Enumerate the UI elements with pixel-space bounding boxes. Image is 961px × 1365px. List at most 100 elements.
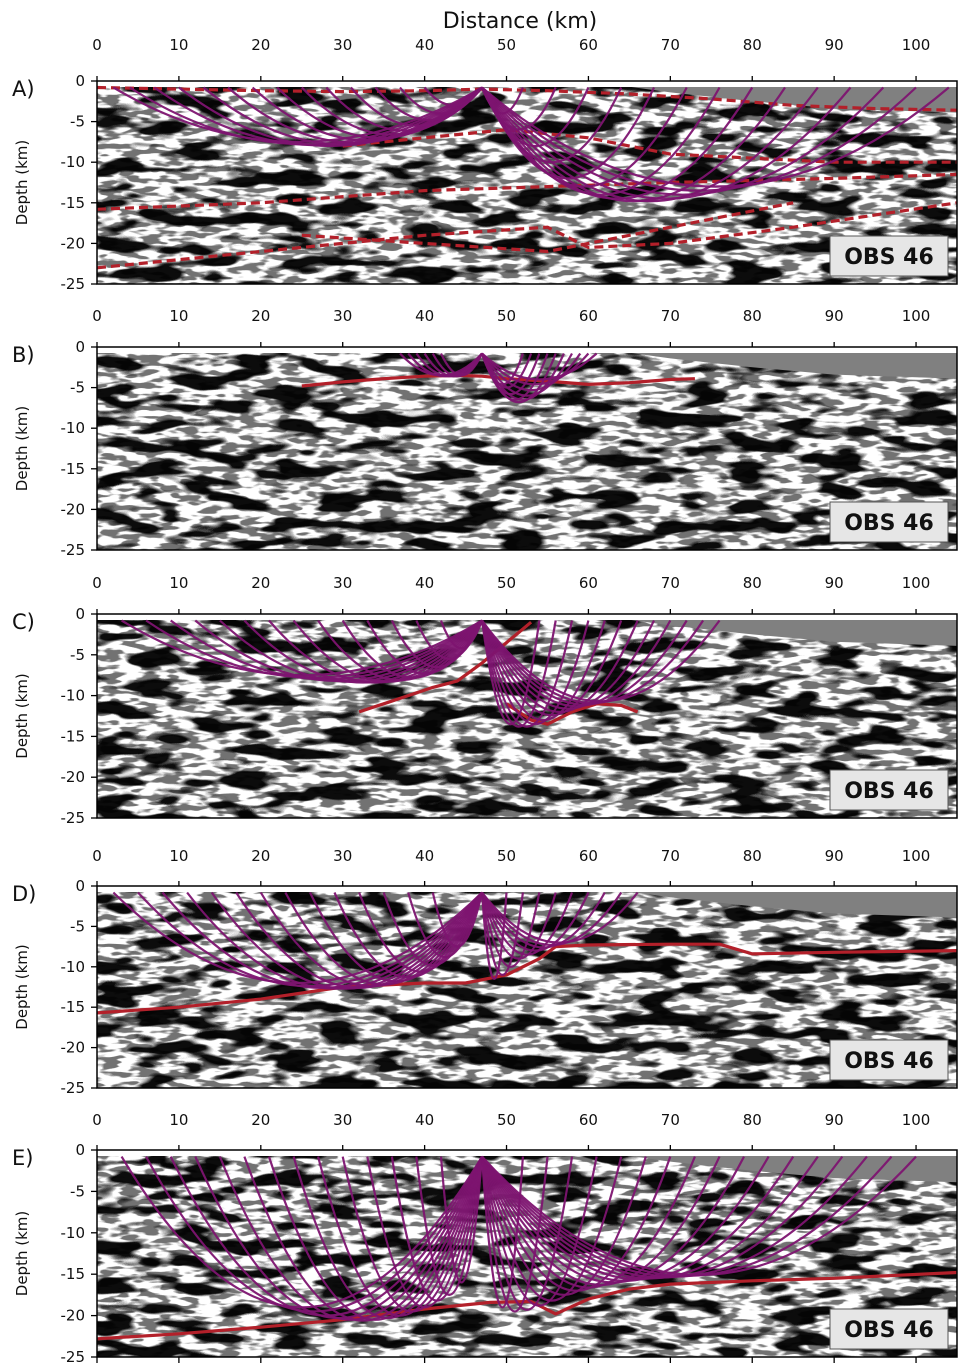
seismic-image xyxy=(97,614,957,818)
seismic-image xyxy=(97,1150,957,1357)
y-tick-label: -20 xyxy=(61,500,86,518)
y-tick-label: -15 xyxy=(61,194,86,212)
x-tick-label: 70 xyxy=(661,574,680,592)
x-tick-label: 100 xyxy=(902,574,931,592)
y-tick-label: -25 xyxy=(61,541,86,559)
obs-label-box xyxy=(829,1308,949,1350)
x-tick-label: 40 xyxy=(415,847,434,865)
obs-label: OBS 46 xyxy=(844,1318,934,1343)
panel-letter: C) xyxy=(12,610,35,634)
obs-label: OBS 46 xyxy=(844,1049,934,1074)
ray-path xyxy=(480,620,574,728)
y-tick-label: -10 xyxy=(61,1224,86,1242)
x-tick-label: 40 xyxy=(415,36,434,54)
panel-frame xyxy=(96,885,958,1089)
panel-a: 0 10 20 30 40 50 60 70 80 90 100 0 -5 -10 -15 -20 -25 Dep… xyxy=(12,36,958,293)
y-tick-label: -15 xyxy=(61,998,86,1016)
depth-axis-title: Depth (km) xyxy=(13,673,31,758)
ray-path xyxy=(481,86,885,196)
ray-path xyxy=(480,620,590,726)
panel-letter: A) xyxy=(12,77,35,101)
x-tick-label: 70 xyxy=(661,36,680,54)
ray-path xyxy=(481,891,606,949)
ray-path xyxy=(481,1155,917,1277)
ray-path xyxy=(333,892,484,979)
x-tick-label: 40 xyxy=(415,307,434,325)
x-tick-label: 30 xyxy=(333,36,352,54)
ray-path xyxy=(481,86,754,200)
y-tick-label: 0 xyxy=(75,605,85,623)
y-tick-label: -20 xyxy=(61,1307,86,1325)
x-tick-label: 60 xyxy=(579,574,598,592)
ray-path xyxy=(440,353,483,377)
x-tick-label: 80 xyxy=(743,36,762,54)
ray-path xyxy=(481,1156,795,1281)
x-tick-label: 0 xyxy=(92,307,102,325)
ray-path xyxy=(284,891,483,986)
seismic-image xyxy=(97,886,957,1088)
panel-e: 0 10 20 30 40 50 60 70 80 90 100 0 -5 -10 -15 -20 -25 Dep… xyxy=(12,1111,958,1365)
ray-path xyxy=(480,620,623,717)
interface-line xyxy=(505,702,639,726)
water-column xyxy=(588,81,957,113)
obs-label-box xyxy=(829,1039,949,1081)
x-tick-label: 90 xyxy=(825,847,844,865)
depth-axis-title: Depth (km) xyxy=(13,1211,31,1296)
x-tick-label: 70 xyxy=(661,1111,680,1129)
distance-axis-title: Distance (km) xyxy=(443,9,598,34)
ray-path xyxy=(268,619,483,684)
x-tick-label: 80 xyxy=(743,307,762,325)
panel-frame xyxy=(96,1149,958,1358)
sea-surface-strip xyxy=(97,347,957,353)
depth-axis-title: Depth (km) xyxy=(13,944,31,1029)
ray-path xyxy=(481,1155,819,1280)
x-tick-label: 0 xyxy=(92,36,102,54)
x-tick-label: 20 xyxy=(251,574,270,592)
ray-path xyxy=(341,619,483,679)
y-tick-label: -15 xyxy=(61,1265,86,1283)
x-tick-label: 10 xyxy=(169,307,188,325)
ray-path xyxy=(439,620,484,650)
ray-path xyxy=(480,353,565,401)
y-tick-label: 0 xyxy=(75,877,85,895)
panels-group: 0 10 20 30 40 50 60 70 80 90 1000-5-10-15-20-25Dep… xyxy=(12,36,958,1365)
y-tick-label: -5 xyxy=(70,113,85,131)
x-tick-label: 0 xyxy=(92,847,102,865)
x-tick-label: 10 xyxy=(169,36,188,54)
ray-path xyxy=(481,1155,868,1278)
ray-path xyxy=(481,619,672,708)
y-tick-label: -5 xyxy=(70,1182,85,1200)
ray-path xyxy=(480,620,541,726)
ray-path xyxy=(431,892,484,948)
x-tick-label: 100 xyxy=(902,847,931,865)
ray-path xyxy=(480,1156,647,1296)
seismic-image xyxy=(97,347,957,550)
x-tick-label: 90 xyxy=(825,1111,844,1129)
x-tick-label: 100 xyxy=(902,36,931,54)
seismic-fine-texture xyxy=(97,886,957,1088)
ray-path xyxy=(480,892,557,960)
x-tick-label: 30 xyxy=(333,574,352,592)
ray-path xyxy=(235,891,483,989)
ray-path xyxy=(481,352,598,381)
ray-path xyxy=(358,892,484,973)
ray-path xyxy=(481,619,705,704)
water-column xyxy=(588,347,957,379)
x-tick-label: 20 xyxy=(251,1111,270,1129)
y-tick-label: -10 xyxy=(61,153,86,171)
sea-surface-strip xyxy=(97,886,957,892)
x-tick-label: 10 xyxy=(169,1111,188,1129)
x-tick-label: 70 xyxy=(661,307,680,325)
ray-path xyxy=(480,620,639,713)
obs-label-box xyxy=(829,235,949,277)
x-tick-label: 20 xyxy=(251,307,270,325)
ray-path xyxy=(480,353,557,404)
y-tick-label: 0 xyxy=(75,338,85,356)
panel-frame xyxy=(96,346,958,551)
x-tick-label: 50 xyxy=(497,307,516,325)
ray-path xyxy=(423,86,483,107)
ray-path xyxy=(481,1155,893,1277)
ray-path xyxy=(480,1156,623,1302)
x-tick-label: 50 xyxy=(497,847,516,865)
obs-label-box xyxy=(829,501,949,543)
